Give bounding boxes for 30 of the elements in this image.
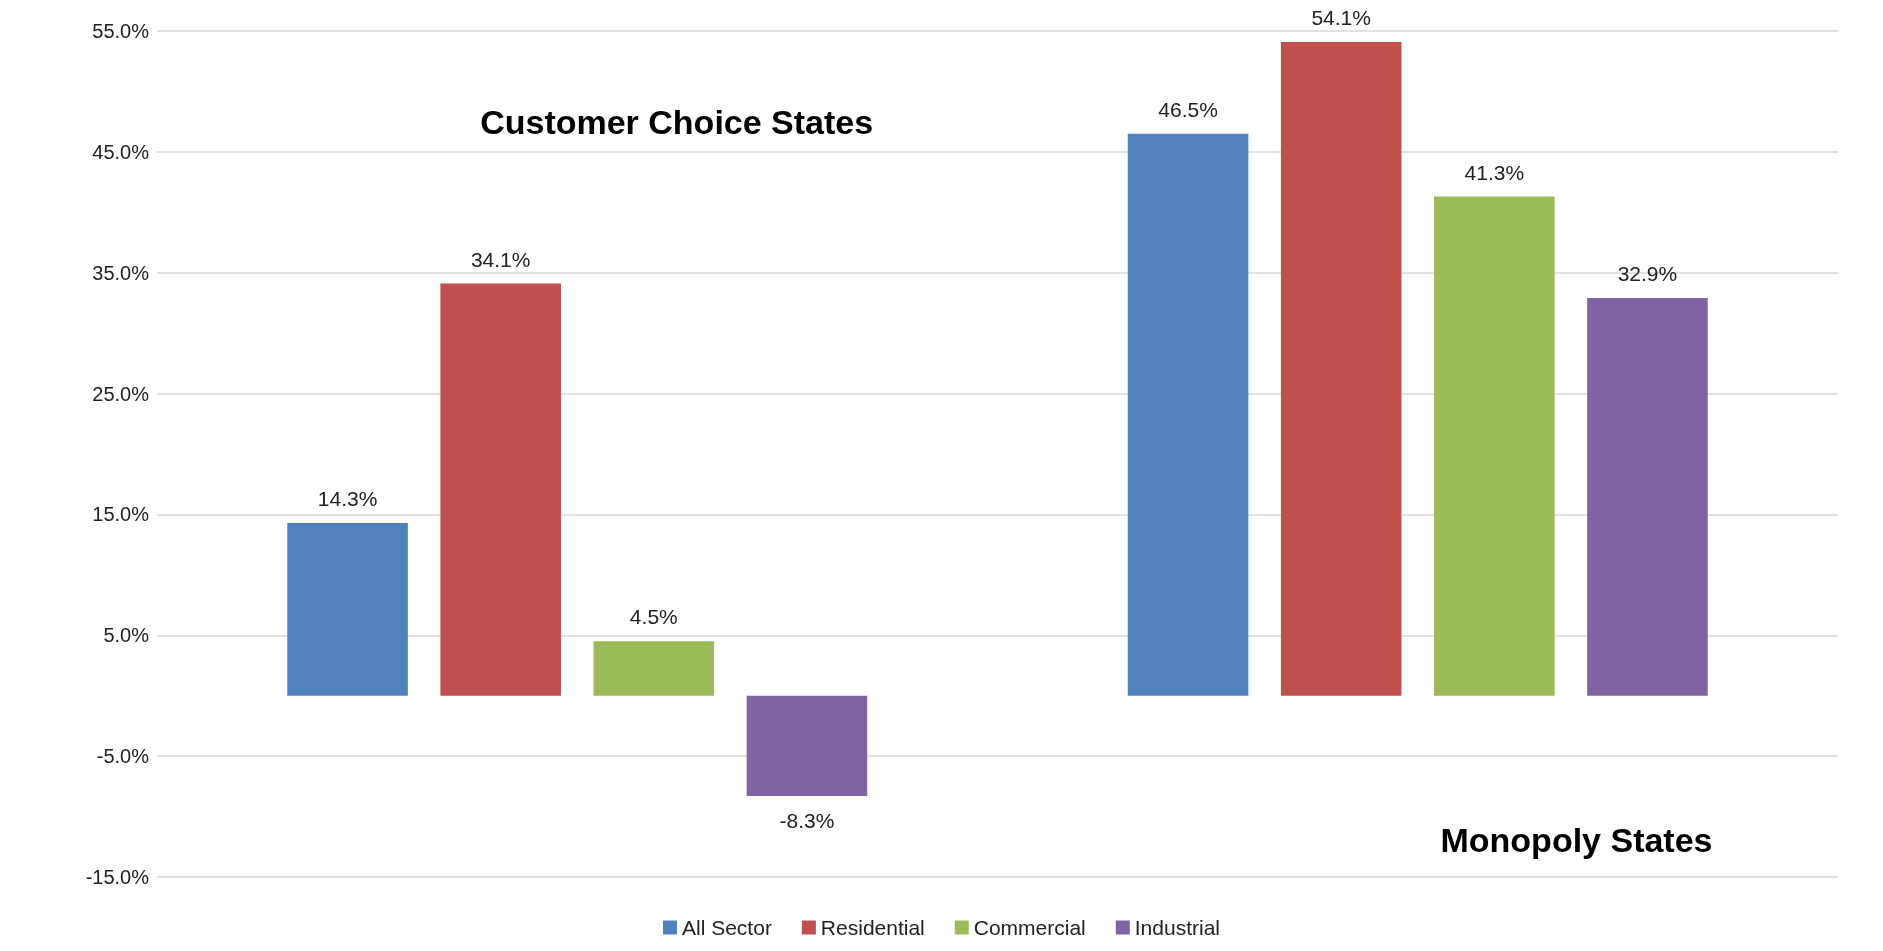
bar: [593, 641, 715, 696]
bar: [1587, 298, 1708, 696]
legend-label: Residential: [820, 916, 925, 939]
bar: [440, 283, 561, 696]
bar: [1127, 133, 1249, 696]
bar: [1280, 41, 1402, 696]
y-tick-label: 45.0%: [92, 140, 150, 163]
bar: [287, 522, 408, 696]
data-label: 54.1%: [1311, 5, 1371, 29]
legend-label: Commercial: [973, 916, 1086, 939]
bar: [746, 695, 868, 797]
annotation: Customer Choice States: [480, 102, 874, 141]
data-label: 14.3%: [317, 486, 378, 510]
data-label: 41.3%: [1464, 160, 1525, 184]
legend-label: Industrial: [1134, 916, 1220, 939]
annotation: Monopoly States: [1440, 820, 1713, 859]
bar: [1434, 196, 1555, 696]
data-label: -8.3%: [779, 809, 835, 833]
y-tick-label: -5.0%: [96, 745, 150, 768]
y-tick-label: 25.0%: [92, 382, 150, 405]
y-tick-label: 35.0%: [92, 261, 150, 284]
data-label: 34.1%: [470, 247, 531, 271]
data-label: 4.5%: [629, 605, 678, 629]
y-tick-label: -15.0%: [85, 866, 150, 888]
data-label: 32.9%: [1617, 262, 1678, 286]
data-label: 46.5%: [1158, 97, 1218, 121]
y-tick-label: 15.0%: [92, 503, 150, 526]
legend-label: All Sector: [682, 916, 772, 939]
y-tick-label: 55.0%: [92, 20, 150, 42]
y-tick-label: 5.0%: [103, 624, 150, 647]
